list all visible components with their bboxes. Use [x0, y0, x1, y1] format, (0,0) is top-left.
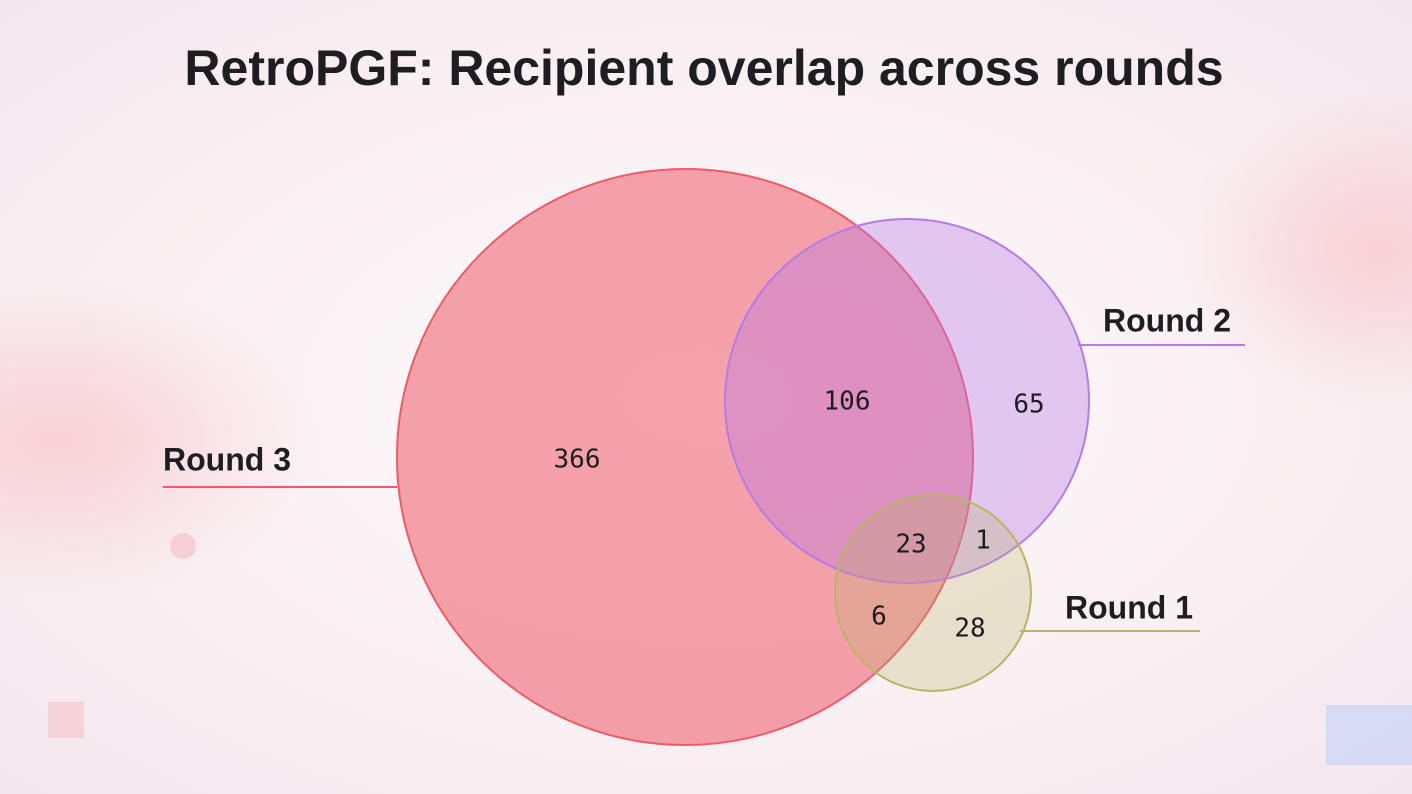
set-circle — [396, 168, 974, 746]
decor — [170, 533, 196, 559]
decor — [48, 702, 84, 738]
glow — [0, 280, 320, 600]
set-circle — [724, 218, 1090, 584]
region-value: 1 — [975, 526, 991, 556]
set-label: Round 3 — [163, 441, 291, 477]
region-value: 6 — [871, 602, 887, 632]
set-label: Round 1 — [1065, 589, 1193, 625]
glow — [1180, 90, 1412, 410]
region-value: 65 — [1013, 390, 1044, 420]
region-value: 28 — [954, 614, 985, 644]
set-circle — [834, 494, 1032, 692]
region-value: 23 — [895, 530, 926, 560]
chart-title: RetroPGF: Recipient overlap across round… — [184, 40, 1223, 96]
set-label: Round 2 — [1103, 302, 1231, 338]
decor — [1326, 705, 1412, 765]
region-value: 106 — [824, 387, 871, 417]
region-value: 366 — [554, 445, 601, 475]
